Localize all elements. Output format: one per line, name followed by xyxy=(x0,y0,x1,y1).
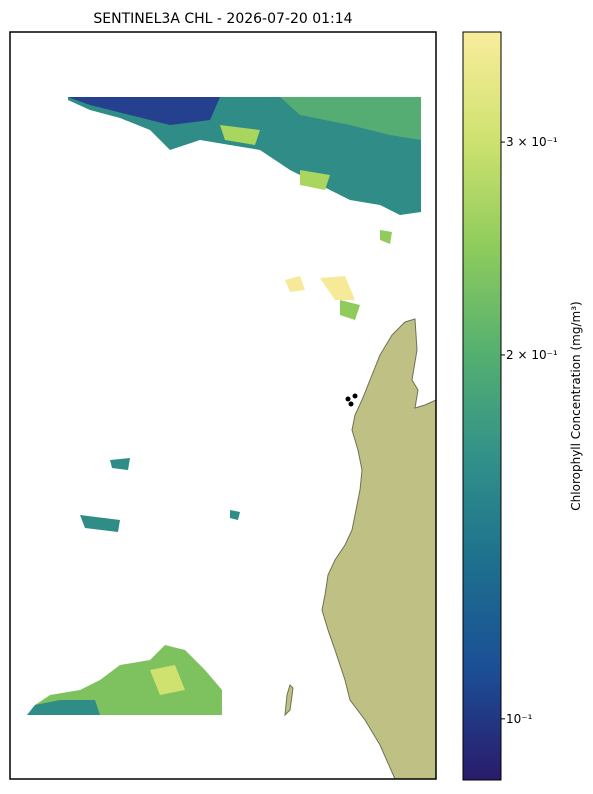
chl-swath xyxy=(68,97,421,215)
colorbar-tick-label: 3 × 10⁻¹ xyxy=(506,135,558,149)
station xyxy=(352,393,358,399)
colorbar-tick-label: 2 × 10⁻¹ xyxy=(506,348,558,362)
station xyxy=(348,401,354,407)
chl-patch xyxy=(285,276,355,300)
colorbar xyxy=(462,31,502,781)
chl-swath xyxy=(27,645,222,715)
map-title: SENTINEL3A CHL - 2026-07-20 01:14 xyxy=(93,11,352,27)
colorbar-tick-label: 10⁻¹ xyxy=(506,712,533,726)
chl-swath xyxy=(68,97,220,125)
chl-swath xyxy=(280,97,421,140)
map-area xyxy=(9,31,437,780)
map-frame xyxy=(9,31,437,780)
station xyxy=(345,396,351,402)
land xyxy=(284,318,437,780)
chl-patch xyxy=(80,458,240,532)
chl-swath xyxy=(150,665,185,695)
chl-swath xyxy=(27,700,100,715)
chl-patch xyxy=(340,230,392,320)
chl-swath xyxy=(220,125,330,190)
colorbar-label: Chlorophyll Concentration (mg/m³) xyxy=(569,301,583,510)
